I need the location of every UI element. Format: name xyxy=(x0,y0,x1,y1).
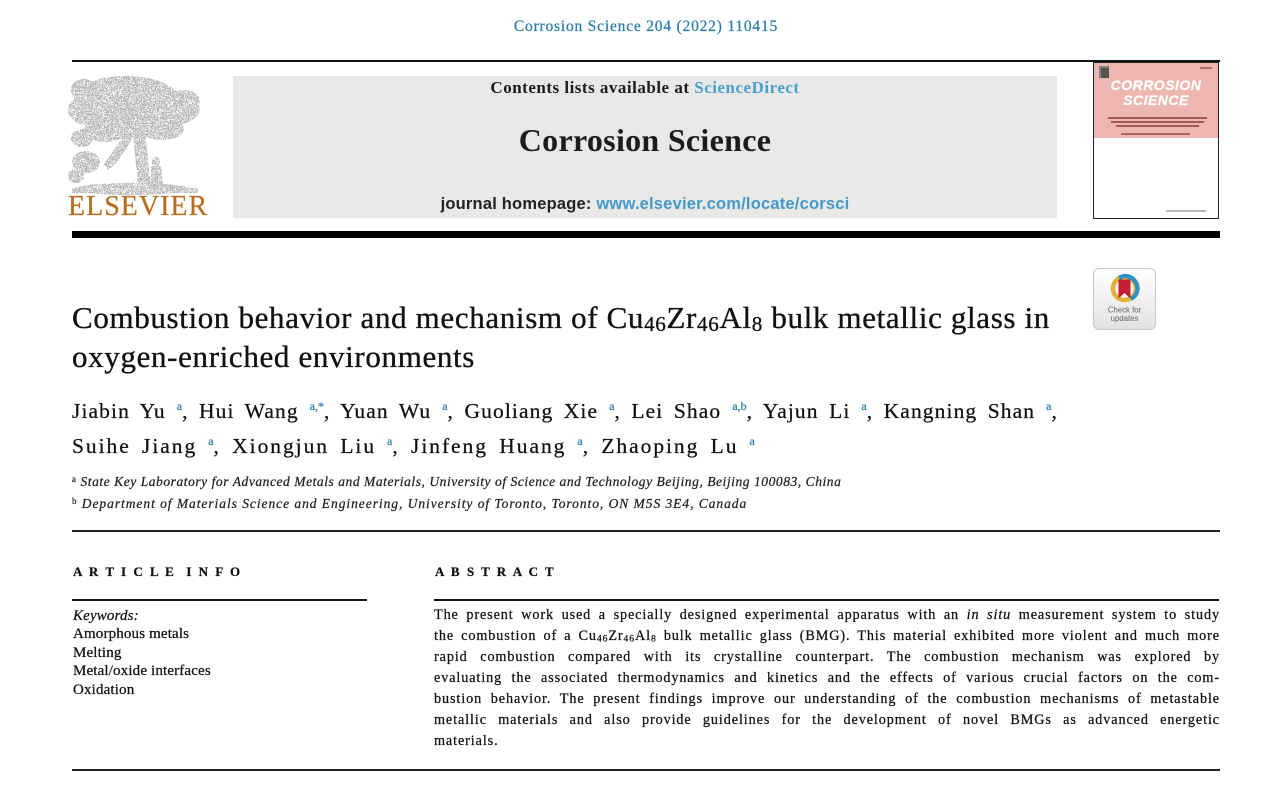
svg-text:updates: updates xyxy=(1111,314,1139,323)
svg-text:Check for: Check for xyxy=(1108,306,1142,315)
